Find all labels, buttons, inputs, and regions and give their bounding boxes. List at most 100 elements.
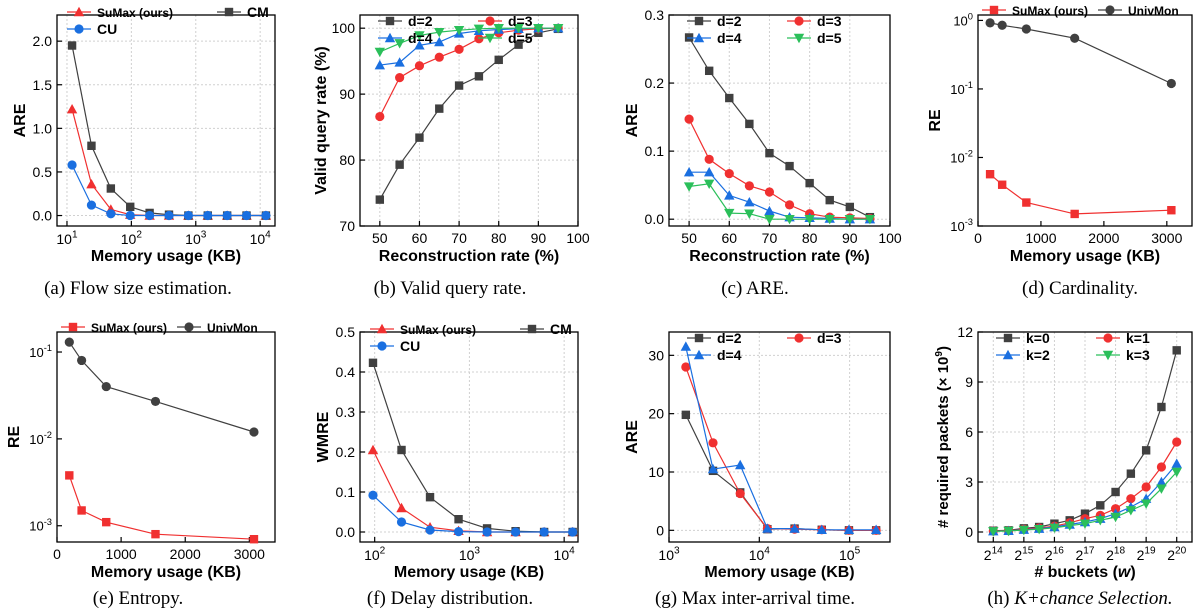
data-point <box>1080 509 1090 518</box>
legend-entry: k=0 <box>996 330 1050 346</box>
legend-entry: k=1 <box>1096 330 1150 346</box>
series-line <box>989 22 1172 85</box>
legend-entry: d=5 <box>787 30 842 46</box>
data-point <box>1018 525 1030 536</box>
data-point <box>703 167 715 177</box>
data-point <box>434 52 444 62</box>
series-line <box>379 28 559 200</box>
data-point <box>985 170 995 179</box>
data-point <box>703 179 715 189</box>
legend-marker <box>376 323 388 334</box>
y-tick-label: 20 <box>648 406 664 422</box>
data-point <box>425 493 435 502</box>
x-tick-label: 0 <box>974 230 982 246</box>
legend-label: CM <box>247 4 269 20</box>
legend-label: d=4 <box>408 30 433 46</box>
legend-label: SuMax (ours) <box>400 323 476 337</box>
data-point <box>568 527 578 537</box>
legend-marker <box>377 341 387 351</box>
x-tick-label: 1000 <box>106 546 137 562</box>
legend-entry: d=2 <box>687 13 742 29</box>
y-tick-label: 6 <box>965 424 973 440</box>
data-point <box>261 210 271 221</box>
data-point <box>64 337 74 347</box>
data-point <box>681 410 691 420</box>
y-tick-label: 10-1 <box>950 80 973 97</box>
tick-base: 10 <box>953 13 967 28</box>
tick-base: 10 <box>950 219 964 234</box>
data-point <box>1110 512 1121 523</box>
data-point <box>724 208 735 219</box>
data-point <box>804 214 815 225</box>
data-point <box>493 23 504 34</box>
data-point <box>249 427 259 437</box>
data-point <box>762 523 773 533</box>
legend-label: k=1 <box>1126 330 1150 346</box>
legend-marker <box>794 333 804 343</box>
data-point <box>1126 494 1136 504</box>
legend-label: SuMax (ours) <box>1012 4 1088 18</box>
series-d-4 <box>680 341 882 534</box>
x-tick-label: 104 <box>554 546 576 563</box>
legend-entry: d=4 <box>378 30 433 46</box>
legend-marker <box>485 16 495 26</box>
x-axis-label: # buckets (w) <box>1034 564 1135 581</box>
y-tick-label: 10-3 <box>950 217 973 234</box>
legend-label: d=3 <box>817 330 842 346</box>
data-point <box>1141 446 1151 455</box>
data-point <box>374 59 386 70</box>
x-tick-label: 103 <box>459 546 481 563</box>
data-point <box>514 40 523 49</box>
y-tick-label: 10-2 <box>29 430 52 447</box>
legend-entry: d=3 <box>787 330 842 346</box>
data-point <box>683 182 695 192</box>
legend-label: UnivMon <box>1128 4 1179 18</box>
data-point <box>764 187 775 197</box>
data-point <box>434 27 445 38</box>
data-point <box>1070 33 1080 43</box>
series-d-3 <box>681 362 881 535</box>
y-tick-label: 0.1 <box>336 484 356 500</box>
y-tick-label: 0.0 <box>33 208 53 224</box>
data-point <box>249 535 259 544</box>
data-point <box>1156 476 1167 487</box>
data-point <box>395 73 405 83</box>
data-point <box>222 210 232 221</box>
data-point <box>824 214 835 225</box>
data-point <box>816 524 827 534</box>
series-d-2 <box>684 33 875 222</box>
legend-label: d=5 <box>817 30 842 46</box>
data-point <box>87 141 96 150</box>
tick-base: 10 <box>29 519 43 534</box>
y-axis-label: WMRE <box>315 411 332 462</box>
series-line <box>689 183 870 220</box>
series-line <box>685 346 877 531</box>
data-point <box>805 178 814 188</box>
x-tick-label: 2000 <box>1088 230 1119 246</box>
plot-frame <box>977 14 1193 227</box>
y-tick-label: 100 <box>332 20 356 36</box>
panel-caption: (c) ARE. <box>721 278 789 299</box>
tick-base: 10 <box>185 231 201 247</box>
data-point <box>764 205 775 216</box>
data-point <box>375 111 385 122</box>
x-axis-label: Reconstruction rate (%) <box>689 248 869 265</box>
legend-marker <box>793 33 805 44</box>
data-point <box>539 527 549 537</box>
legend-marker <box>694 16 704 26</box>
data-point <box>704 154 714 164</box>
y-tick-label: 0 <box>656 522 664 538</box>
data-point <box>145 210 155 221</box>
legend-marker <box>224 7 234 17</box>
data-point <box>368 490 378 500</box>
tick-exponent: 16 <box>1053 546 1065 557</box>
series-line <box>688 118 870 220</box>
y-tick-label: 2.0 <box>33 33 53 49</box>
panel-caption: (b) Valid query rate. <box>374 278 527 299</box>
x-tick-label: 104 <box>250 230 272 247</box>
legend-marker <box>794 16 804 26</box>
data-point <box>1095 516 1106 526</box>
tick-base: 10 <box>950 82 964 97</box>
x-tick-label: 90 <box>842 230 858 246</box>
tick-base: 2 <box>1106 547 1114 563</box>
